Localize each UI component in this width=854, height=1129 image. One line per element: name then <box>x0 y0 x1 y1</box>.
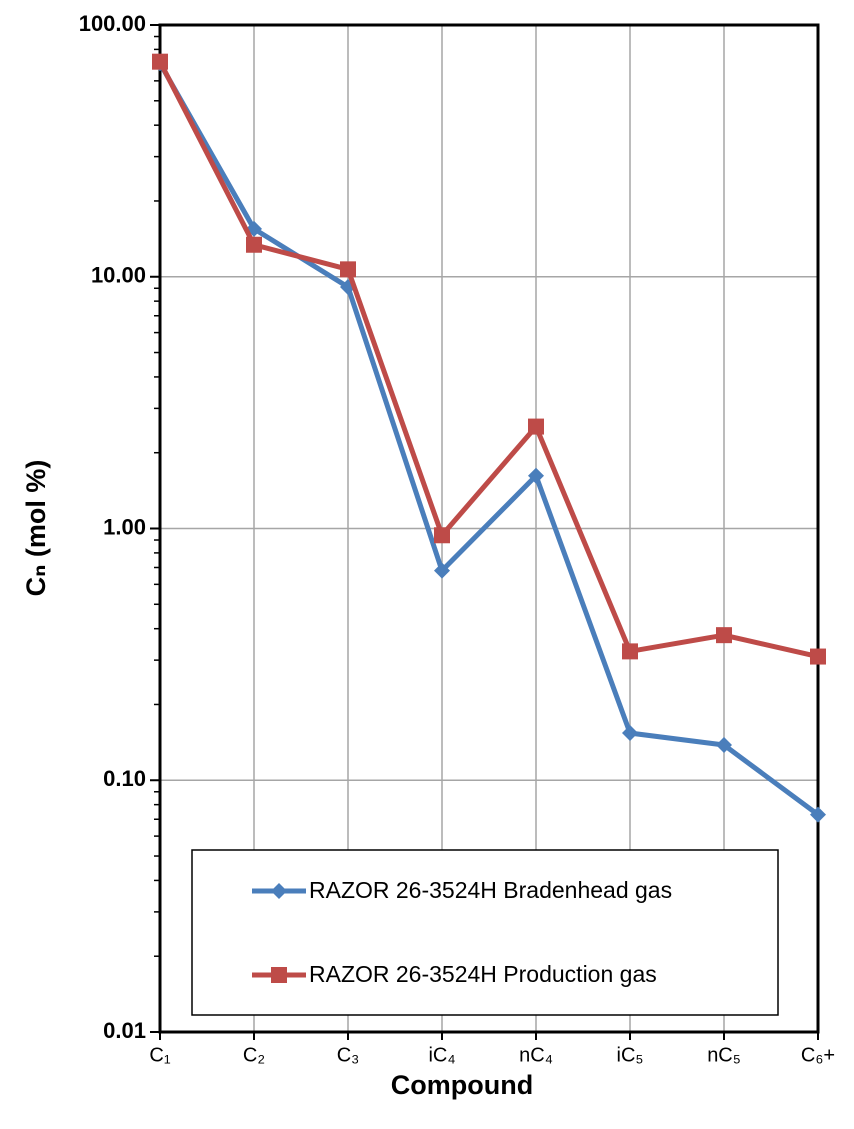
x-tick-label: C₁ <box>149 1044 170 1066</box>
data-point <box>528 418 544 435</box>
data-point <box>810 806 826 823</box>
data-point <box>716 737 732 754</box>
x-tick-label: iC₄ <box>428 1044 455 1066</box>
legend-marker <box>271 883 287 899</box>
x-tick-label: C₂ <box>243 1044 265 1066</box>
x-tick-label: iC₅ <box>617 1044 644 1066</box>
series-line <box>157 61 820 817</box>
legend-marker <box>271 967 287 983</box>
y-tick-label: 0.10 <box>103 766 146 791</box>
y-tick-label: 10.00 <box>91 263 146 288</box>
data-point <box>246 236 262 253</box>
legend-label: RAZOR 26-3524H Bradenhead gas <box>309 877 672 903</box>
data-point <box>622 725 638 742</box>
y-tick-label: 0.01 <box>103 1018 146 1043</box>
x-axis-label: Compound <box>391 1070 533 1100</box>
data-point <box>434 527 450 544</box>
x-tick-label: C₆+ <box>801 1044 835 1066</box>
y-tick-label: 1.00 <box>103 514 146 539</box>
x-tick-label: C₃ <box>337 1044 360 1066</box>
data-point <box>152 53 168 70</box>
series-line <box>157 60 819 659</box>
legend-box <box>191 849 779 1016</box>
data-point <box>340 261 356 278</box>
plot-frame <box>158 23 820 1034</box>
data-point <box>434 562 450 579</box>
data-point <box>716 627 732 644</box>
x-tick-label: nC₅ <box>707 1044 741 1066</box>
y-tick-label: 100.00 <box>79 11 146 36</box>
data-point <box>622 643 638 660</box>
data-point <box>810 648 826 665</box>
x-tick-label: nC₄ <box>519 1044 553 1066</box>
y-axis-label: Cₙ (mol %) <box>21 460 51 597</box>
legend-label: RAZOR 26-3524H Production gas <box>309 961 657 987</box>
data-point <box>528 467 544 484</box>
